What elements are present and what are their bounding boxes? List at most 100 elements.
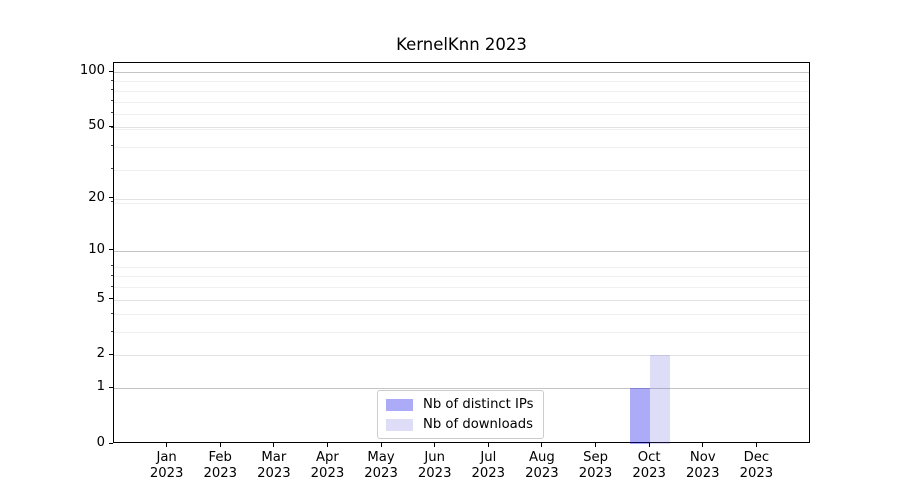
y-tick-label-50: 50 xyxy=(88,118,105,134)
y-minor-tick-mark-4 xyxy=(111,312,113,314)
y-gridline-minor-4 xyxy=(114,314,809,316)
x-tick-mark-apr xyxy=(326,443,328,447)
y-gridline-100 xyxy=(114,72,809,73)
x-tick-label-jan: Jan 2023 xyxy=(136,450,198,481)
y-minor-tick-mark-7 xyxy=(111,274,113,276)
y-tick-mark-0 xyxy=(109,442,113,444)
x-tick-month-apr: Apr xyxy=(316,450,339,465)
y-gridline-10 xyxy=(114,250,809,252)
x-tick-label-sep: Sep 2023 xyxy=(565,450,627,481)
x-tick-month-jun: Jun xyxy=(424,450,445,465)
y-gridline-minor-79 xyxy=(114,90,809,92)
y-gridline-5 xyxy=(114,299,809,301)
y-gridline-minor-3 xyxy=(114,332,809,334)
x-tick-month-aug: Aug xyxy=(529,450,555,465)
x-tick-year-mar: 2023 xyxy=(257,465,291,481)
y-tick-label-10: 10 xyxy=(88,241,105,257)
x-tick-month-dec: Dec xyxy=(743,450,770,465)
x-tick-label-may: May 2023 xyxy=(350,450,412,481)
x-tick-month-mar: Mar xyxy=(261,450,287,465)
x-tick-year-aug: 2023 xyxy=(525,465,559,481)
x-tick-mark-feb xyxy=(219,443,221,447)
y-gridline-minor-39 xyxy=(114,146,809,148)
x-tick-year-may: 2023 xyxy=(364,465,398,481)
y-tick-label-5: 5 xyxy=(96,290,105,306)
y-minor-tick-mark-6 xyxy=(111,285,113,287)
x-tick-month-jul: Jul xyxy=(480,450,497,465)
x-tick-year-dec: 2023 xyxy=(739,465,774,481)
y-minor-tick-mark-3 xyxy=(111,330,113,332)
y-minor-tick-mark-8 xyxy=(111,265,113,267)
x-tick-label-apr: Apr 2023 xyxy=(296,450,358,481)
x-tick-month-oct: Oct xyxy=(637,450,661,465)
legend-item-downloads: Nb of downloads xyxy=(386,417,534,432)
x-tick-label-jun: Jun 2023 xyxy=(404,450,466,481)
legend-item-distinct-ips: Nb of distinct IPs xyxy=(386,397,534,412)
x-tick-year-jul: 2023 xyxy=(471,465,506,481)
x-tick-mark-aug xyxy=(541,443,543,447)
x-tick-label-feb: Feb 2023 xyxy=(189,450,251,481)
x-tick-mark-nov xyxy=(702,443,704,447)
x-tick-mark-may xyxy=(380,443,382,447)
x-tick-mark-mar xyxy=(273,443,275,447)
x-tick-year-sep: 2023 xyxy=(578,465,613,481)
x-tick-mark-jan xyxy=(166,443,168,447)
y-gridline-minor-6 xyxy=(114,287,809,289)
y-minor-tick-mark-19 xyxy=(111,201,113,203)
x-tick-label-mar: Mar 2023 xyxy=(243,450,305,481)
x-tick-year-jun: 2023 xyxy=(417,465,452,481)
y-tick-mark-2 xyxy=(109,353,113,355)
y-gridline-minor-69 xyxy=(114,101,809,103)
y-gridline-minor-19 xyxy=(114,202,809,204)
y-gridline-2 xyxy=(114,355,809,357)
y-minor-tick-mark-59 xyxy=(111,112,113,114)
y-gridline-20 xyxy=(114,198,809,200)
legend-label-downloads: Nb of downloads xyxy=(423,417,533,432)
x-tick-label-dec: Dec 2023 xyxy=(725,450,787,481)
x-tick-mark-dec xyxy=(755,443,757,447)
y-tick-mark-50 xyxy=(109,125,113,127)
x-tick-month-jan: Jan xyxy=(156,450,177,465)
y-minor-tick-mark-69 xyxy=(111,100,113,102)
x-tick-month-may: May xyxy=(367,450,395,465)
x-tick-label-oct: Oct 2023 xyxy=(618,450,680,481)
x-tick-month-sep: Sep xyxy=(583,450,608,465)
y-tick-mark-100 xyxy=(109,70,113,72)
x-tick-year-feb: 2023 xyxy=(203,465,237,481)
x-tick-mark-jun xyxy=(434,443,436,447)
x-tick-year-oct: 2023 xyxy=(632,465,666,481)
y-tick-label-100: 100 xyxy=(79,63,105,78)
y-tick-mark-20 xyxy=(109,197,113,199)
bar-nb-of-distinct-ips-oct xyxy=(630,388,651,444)
y-minor-tick-mark-29 xyxy=(111,168,113,170)
x-tick-year-jan: 2023 xyxy=(149,465,184,481)
y-gridline-1 xyxy=(114,388,809,390)
bar-nb-of-downloads-oct xyxy=(650,355,671,444)
y-tick-mark-1 xyxy=(109,386,113,388)
legend-swatch-distinct-ips xyxy=(386,398,413,411)
x-tick-mark-jul xyxy=(487,443,489,447)
x-tick-month-feb: Feb xyxy=(208,450,232,465)
legend: Nb of distinct IPs Nb of downloads xyxy=(377,390,544,439)
y-tick-label-2: 2 xyxy=(96,346,105,362)
x-tick-mark-oct xyxy=(648,443,650,447)
y-gridline-minor-89 xyxy=(114,81,809,83)
y-tick-mark-5 xyxy=(109,298,113,300)
chart-title: KernelKnn 2023 xyxy=(396,35,527,54)
legend-label-distinct-ips: Nb of distinct IPs xyxy=(423,397,534,412)
y-minor-tick-mark-49 xyxy=(111,127,113,129)
x-tick-label-aug: Aug 2023 xyxy=(511,450,573,481)
x-tick-month-nov: Nov xyxy=(689,450,716,465)
y-gridline-minor-29 xyxy=(114,169,809,171)
y-gridline-minor-59 xyxy=(114,113,809,115)
x-tick-year-nov: 2023 xyxy=(685,465,720,481)
y-tick-label-1: 1 xyxy=(96,379,105,395)
y-tick-label-0: 0 xyxy=(96,435,105,450)
y-tick-mark-10 xyxy=(109,249,113,251)
x-tick-mark-sep xyxy=(595,443,597,447)
y-minor-tick-mark-79 xyxy=(111,89,113,91)
legend-swatch-downloads xyxy=(386,418,413,431)
x-tick-label-jul: Jul 2023 xyxy=(457,450,519,481)
y-minor-tick-mark-39 xyxy=(111,145,113,147)
